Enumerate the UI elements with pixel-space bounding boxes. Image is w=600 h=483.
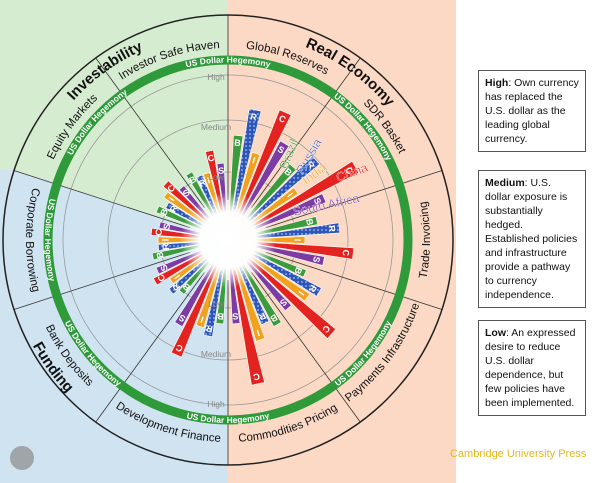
hegemony-label: US Dollar Hegemony bbox=[43, 198, 58, 283]
note-low: Low: An expressed desire to reduce U.S. … bbox=[478, 320, 586, 416]
ray-code: R bbox=[307, 283, 319, 294]
ray-code: C bbox=[343, 165, 355, 176]
ray-code: B bbox=[282, 166, 294, 178]
ray-code: R bbox=[305, 159, 317, 171]
sector-divider bbox=[251, 272, 361, 423]
ray-code: R bbox=[170, 281, 182, 293]
sector-divider bbox=[13, 170, 191, 229]
ray-code: I bbox=[173, 273, 183, 281]
hegemony-label: US Dollar Hegemony bbox=[186, 410, 271, 425]
note-high: High: Own currency has replaced the U.S.… bbox=[478, 70, 586, 152]
ray-code: S bbox=[276, 144, 286, 156]
sector-divider bbox=[95, 272, 205, 423]
ray-code: B bbox=[180, 281, 192, 293]
ray-code: B bbox=[292, 266, 304, 276]
sector-label: Trade Invoicing bbox=[417, 201, 433, 280]
wheel: BRICSBRICSBRICSBRICSBRICSBRICSBRICSBRICS… bbox=[2, 14, 454, 466]
source: Cambridge University Press bbox=[450, 448, 587, 460]
ray-code: C bbox=[165, 182, 177, 194]
sector-divider bbox=[251, 57, 361, 208]
hegemony-label: US Dollar Hegemony bbox=[184, 54, 271, 69]
center-glow bbox=[180, 192, 276, 288]
ray-code: C bbox=[207, 152, 216, 163]
ray-code: S bbox=[158, 263, 170, 273]
ray-code: B bbox=[154, 250, 165, 259]
ray-code: R bbox=[327, 225, 338, 233]
ray-code: S bbox=[232, 311, 239, 322]
ray-code: C bbox=[174, 342, 184, 354]
ray-code: C bbox=[341, 249, 352, 257]
ray-code: B bbox=[268, 312, 279, 324]
ray-code: R bbox=[168, 203, 180, 214]
hegemony-label: US Dollar Hegemony bbox=[43, 198, 58, 283]
outer-border bbox=[2, 14, 454, 466]
ray-code: I bbox=[206, 175, 211, 185]
ray-code: B bbox=[234, 138, 242, 149]
ray-code: I bbox=[255, 328, 260, 338]
ray-code: B bbox=[187, 174, 198, 186]
ray-code: I bbox=[297, 289, 307, 297]
lens-icon bbox=[10, 446, 34, 470]
level-label: High bbox=[207, 72, 225, 82]
sector-divider bbox=[13, 251, 191, 310]
level-label: Medium bbox=[201, 122, 231, 132]
ray-code: R bbox=[249, 111, 258, 122]
ray-code: S bbox=[278, 297, 289, 308]
ray-code: S bbox=[177, 312, 187, 324]
ray-code: I bbox=[199, 314, 204, 324]
sector-divider bbox=[265, 251, 443, 310]
hegemony-label: US Dollar Hegemony bbox=[184, 54, 271, 69]
ray-code: C bbox=[155, 272, 167, 283]
level-label: Medium bbox=[201, 349, 231, 359]
ray-code: B bbox=[304, 218, 315, 227]
ray-code: S bbox=[312, 196, 324, 206]
ray-code: C bbox=[252, 371, 261, 382]
ray-code: S bbox=[311, 255, 322, 263]
ray-code: I bbox=[285, 191, 295, 199]
sector-divider bbox=[95, 57, 205, 208]
ray-code: I bbox=[251, 155, 256, 165]
hegemony-label: US Dollar Hegemony bbox=[186, 410, 271, 425]
ray-code: S bbox=[181, 187, 192, 198]
ray-code: I bbox=[160, 239, 170, 242]
hegemony-ring bbox=[43, 55, 413, 425]
sector-label: Trade Invoicing bbox=[417, 201, 433, 280]
ray-code: C bbox=[153, 228, 164, 236]
ray-code: R bbox=[205, 323, 214, 334]
ray-code: S bbox=[161, 223, 172, 231]
sector-divider bbox=[265, 170, 443, 229]
ray-code: C bbox=[320, 323, 332, 335]
ray-code: R bbox=[197, 177, 207, 189]
ray-code: I bbox=[293, 239, 303, 242]
ray-code: B bbox=[216, 311, 224, 322]
level-label: Low bbox=[208, 299, 224, 309]
ray-code: S bbox=[218, 165, 225, 176]
level-label: High bbox=[207, 399, 225, 409]
ray-code: B bbox=[158, 207, 170, 217]
ray-code: R bbox=[257, 310, 267, 322]
ray-code: C bbox=[277, 113, 287, 125]
ray-code: I bbox=[167, 195, 177, 203]
note-medium: Medium: U.S. dollar exposure is substant… bbox=[478, 170, 586, 308]
ray-code: R bbox=[160, 242, 171, 250]
level-label: Low bbox=[208, 172, 224, 182]
